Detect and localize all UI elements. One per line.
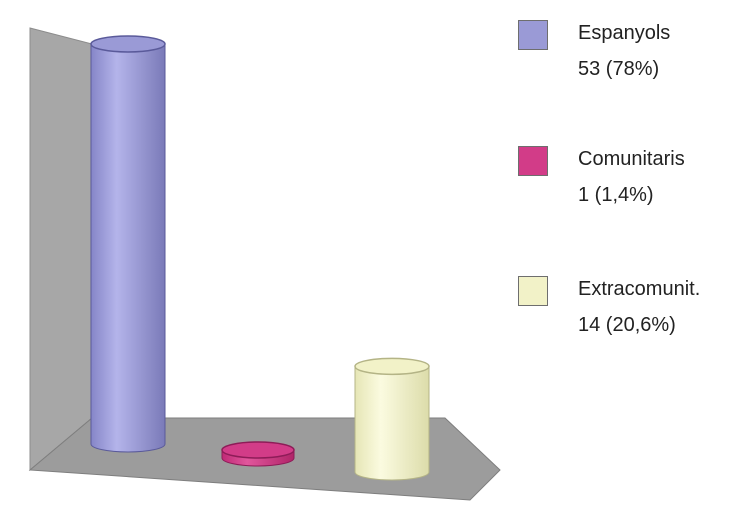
bar-body-espanyols xyxy=(90,43,166,453)
bar-top-extracomunit xyxy=(354,357,430,376)
bar-top-espanyols xyxy=(90,35,166,53)
bar-body-extracomunit xyxy=(354,365,430,481)
chart-back-wall xyxy=(29,27,93,472)
bar-extracomunit xyxy=(354,357,430,481)
bar-top-comunitaris xyxy=(221,441,295,459)
bar-comunitaris xyxy=(221,441,295,467)
bar-espanyols xyxy=(90,35,166,453)
